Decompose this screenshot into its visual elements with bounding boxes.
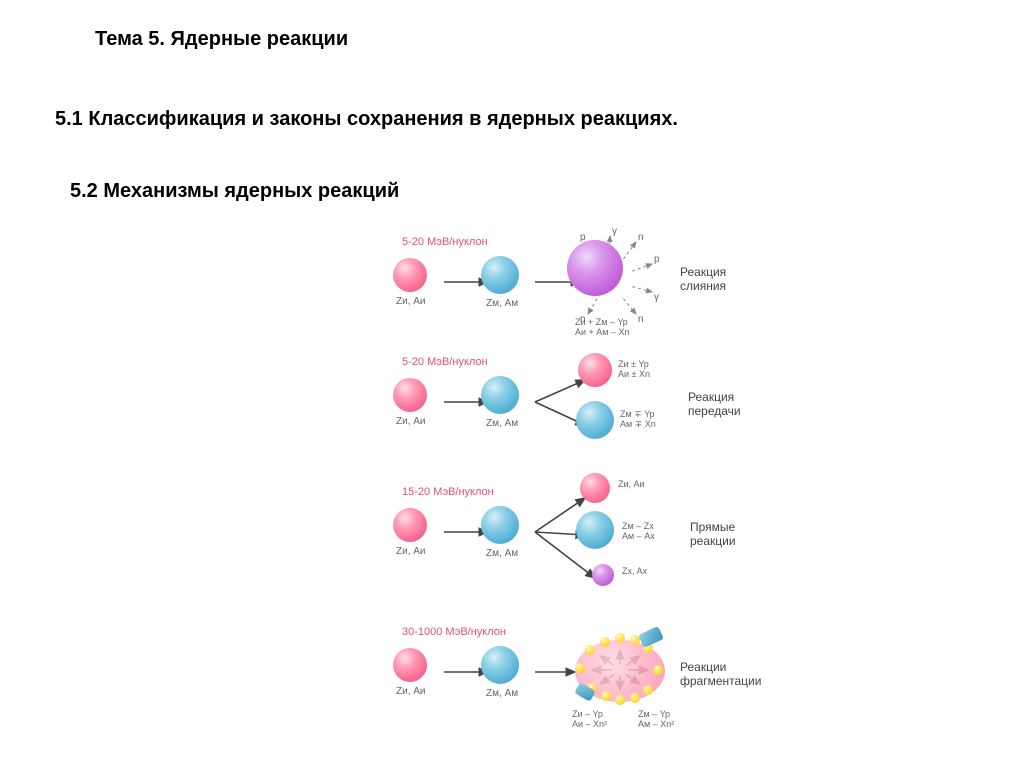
frag-y-0 <box>585 645 595 655</box>
transfer-projectile <box>393 378 427 412</box>
frag-y-9 <box>643 685 653 695</box>
page-title: Тема 5. Ядерные реакции <box>95 28 348 51</box>
fusion-projectile <box>393 258 427 292</box>
transfer-energy: 5-20 МэВ/нуклон <box>402 356 488 368</box>
frag-chunk-1 <box>638 626 664 648</box>
direct-label: Прямые реакции <box>690 520 736 549</box>
frag-y-1 <box>600 637 610 647</box>
frag-y-7 <box>615 695 625 705</box>
fusion-target <box>481 256 519 294</box>
direct-targ-sub: Zм, Aм <box>486 548 518 559</box>
frag-y-8 <box>630 693 640 703</box>
fusion-proj-sub: Zи, Aи <box>396 296 426 307</box>
transfer-target <box>481 376 519 414</box>
fusion-label: Реакция слияния <box>680 265 726 294</box>
fusion-emit-4: γ <box>654 292 659 303</box>
fusion-targ-sub: Zм, Aм <box>486 298 518 309</box>
fusion-emit-1: γ <box>612 226 617 237</box>
fusion-emit-0: p <box>580 232 586 243</box>
fusion-emit-6: n <box>580 314 586 325</box>
frag-y-10 <box>575 663 585 673</box>
fragmentation-proj-sub: Zи, Aи <box>396 686 426 697</box>
transfer-proj-sub: Zи, Aи <box>396 416 426 427</box>
direct-proj-sub: Zи, Aи <box>396 546 426 557</box>
subtitle-2: 5.2 Механизмы ядерных реакций <box>70 180 399 203</box>
frag-y-2 <box>615 633 625 643</box>
direct-out-2 <box>592 564 614 586</box>
direct-out-1 <box>576 511 614 549</box>
frag-f-right: Zм – Yp Aм – Xn² <box>638 710 674 730</box>
fragmentation-target <box>481 646 519 684</box>
reactions-diagram: 5-20 МэВ/нуклонZи, AиZм, AмZи + Zм – Yp … <box>380 220 900 740</box>
fusion-emit-5: n <box>638 314 644 325</box>
fragmentation-projectile <box>393 648 427 682</box>
transfer-targ-sub: Zм, Aм <box>486 418 518 429</box>
frag-y-6 <box>601 691 611 701</box>
fragmentation-targ-sub: Zм, Aм <box>486 688 518 699</box>
fusion-energy: 5-20 МэВ/нуклон <box>402 236 488 248</box>
transfer-label: Реакция передачи <box>688 390 741 419</box>
direct-energy: 15-20 МэВ/нуклон <box>402 486 494 498</box>
transfer-out-f-1: Zм ∓ Yp Aм ∓ Xn <box>620 410 656 430</box>
direct-out-f-1: Zм – Zx Aм – Ax <box>622 522 655 542</box>
frag-y-11 <box>653 665 663 675</box>
fragmentation-energy: 30-1000 МэВ/нуклон <box>402 626 506 638</box>
fusion-emit-2: n <box>638 232 644 243</box>
fusion-emit-3: p <box>654 254 660 265</box>
direct-target <box>481 506 519 544</box>
direct-projectile <box>393 508 427 542</box>
transfer-out-1 <box>576 401 614 439</box>
frag-f-left: Zи – Yp Aи – Xn² <box>572 710 607 730</box>
direct-out-f-0: Zи, Aи <box>618 480 645 490</box>
fusion-result <box>567 240 623 296</box>
transfer-out-f-0: Zи ± Yp Aи ± Xn <box>618 360 650 380</box>
frag-label: Реакции фрагментации <box>680 660 761 689</box>
direct-out-f-2: Zx, Ax <box>622 567 647 577</box>
direct-out-0 <box>580 473 610 503</box>
subtitle-1: 5.1 Классификация и законы сохранения в … <box>55 108 678 131</box>
transfer-out-0 <box>578 353 612 387</box>
